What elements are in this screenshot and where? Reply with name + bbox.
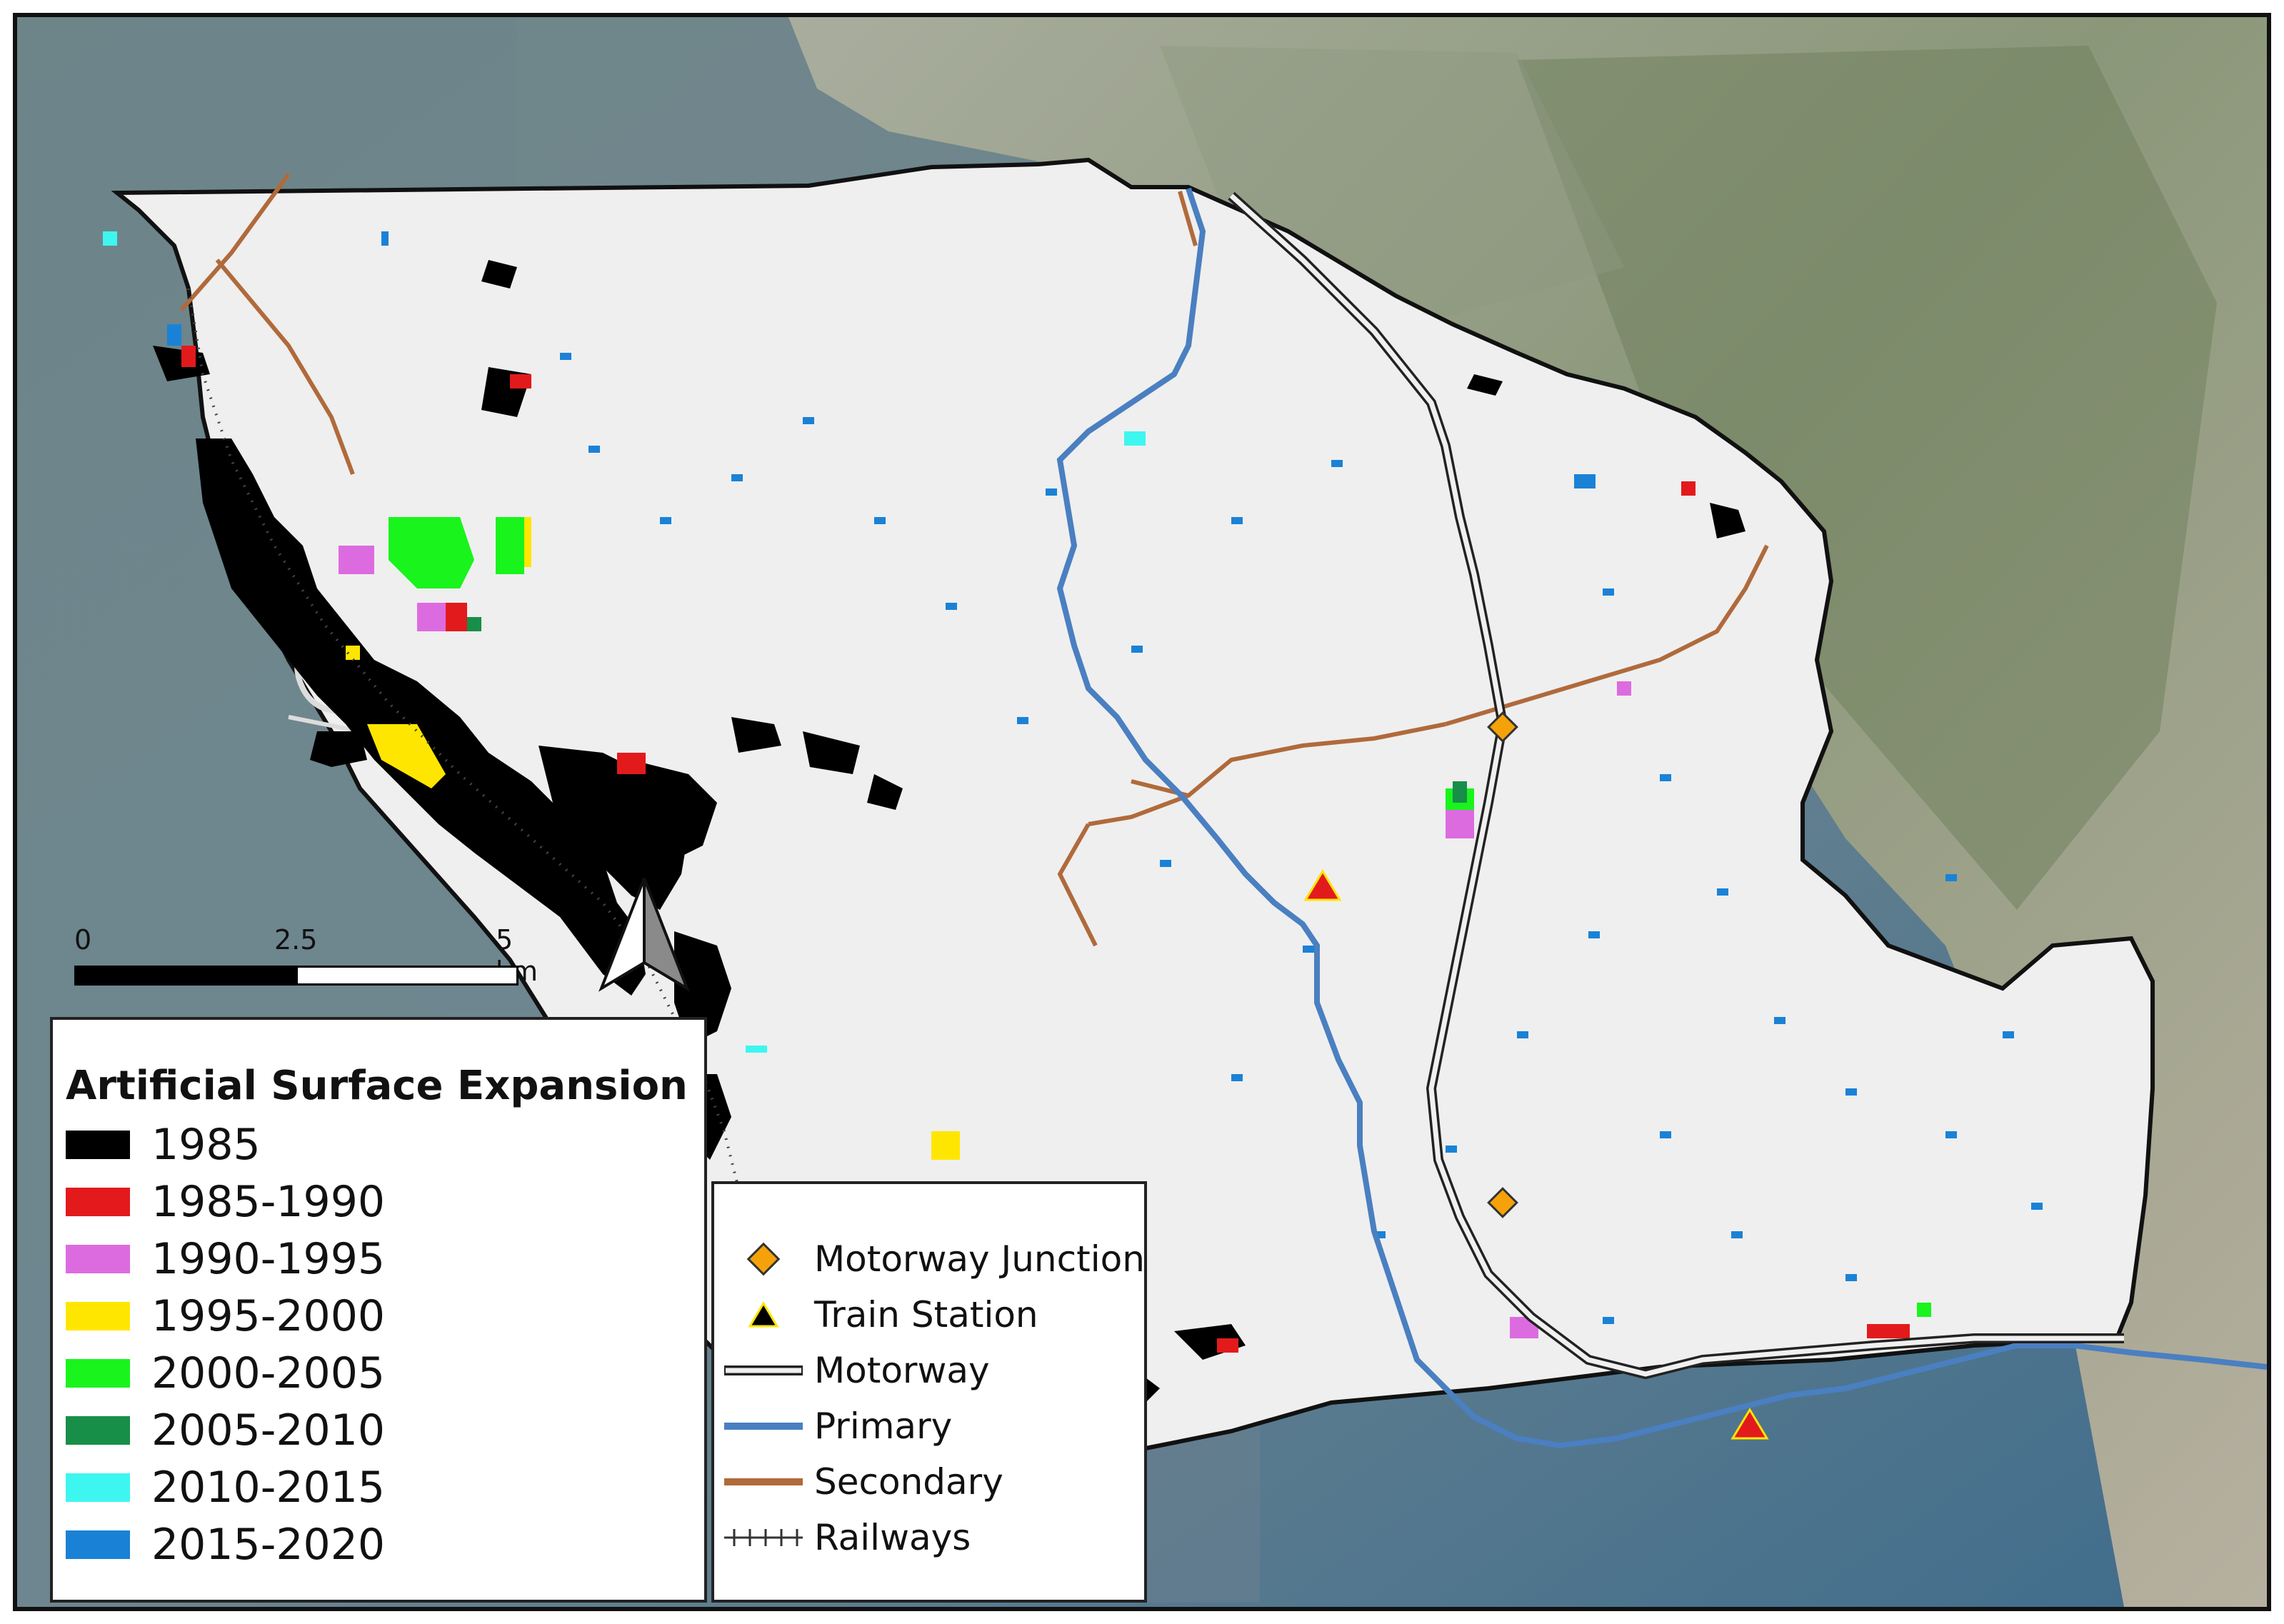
scale-bar-white-segment (296, 966, 519, 986)
line-icon (724, 1423, 803, 1430)
legend-label: 2015-2020 (151, 1520, 386, 1570)
double-line-icon (724, 1365, 803, 1375)
legend-swatch (66, 1473, 130, 1502)
legend-label: Primary (814, 1405, 953, 1447)
map-frame: 0 2.5 5 km Artificial Surface Expansion … (13, 13, 2271, 1611)
motorway-junction-icon (1487, 711, 1518, 743)
legend-item-railways: Railways (724, 1513, 971, 1563)
legend-label: Railways (814, 1517, 971, 1558)
legend-label: 1985-1990 (151, 1177, 386, 1227)
motorway-inner (1229, 194, 2124, 1377)
legend-label: 1985 (151, 1120, 261, 1170)
urban-1985-1990-patches (181, 346, 1910, 1431)
legend-item-train-station: Train Station (724, 1290, 1038, 1340)
scale-bar: 0 2.5 5 km (74, 924, 539, 996)
north-arrow-icon (598, 878, 690, 992)
legend-label: Motorway (814, 1350, 990, 1391)
land-forest-texture (1517, 46, 2217, 910)
scale-label-0: 0 (74, 924, 92, 956)
train-station-icon (1730, 1408, 1769, 1440)
legend-label: Motorway Junction (814, 1238, 1145, 1280)
legend-label: Secondary (814, 1461, 1003, 1503)
legend-label: 2010-2015 (151, 1463, 386, 1513)
secondary-roads (179, 173, 1769, 947)
legend-swatch (66, 1188, 130, 1216)
legend-label: Train Station (814, 1294, 1038, 1335)
motorway-junction-icon (1487, 1187, 1518, 1218)
urban-2005-2010-patches (467, 617, 1467, 803)
legend-item-primary: Primary (724, 1401, 952, 1451)
legend-swatch (66, 1245, 130, 1273)
line-icon (724, 1478, 803, 1485)
legend-label: 2005-2010 (151, 1405, 386, 1455)
railway-icon (724, 1529, 803, 1546)
legend-swatch (66, 1131, 130, 1159)
legend-swatch (66, 1359, 130, 1388)
artificial-surface-legend: Artificial Surface Expansion 1985 1985-1… (50, 1017, 707, 1603)
urban-2015-2020-patches (167, 231, 2043, 1324)
legend-label: 1995-2000 (151, 1291, 386, 1341)
scale-label-2-5: 2.5 (274, 924, 318, 956)
legend-item-2000-2005: 2000-2005 (66, 1348, 385, 1398)
legend-item-2015-2020: 2015-2020 (66, 1520, 385, 1570)
legend-item-2010-2015: 2010-2015 (66, 1463, 385, 1513)
diamond-icon (746, 1242, 781, 1276)
legend-item-secondary: Secondary (724, 1457, 1003, 1507)
legend-label: 2000-2005 (151, 1348, 386, 1398)
legend-title: Artificial Surface Expansion (66, 1063, 688, 1109)
legend-item-1995-2000: 1995-2000 (66, 1291, 385, 1341)
legend-item-motorway-junction: Motorway Junction (724, 1234, 1145, 1284)
urban-1990-1995-patches (339, 546, 1631, 1338)
legend-item-1985: 1985 (66, 1120, 261, 1170)
legend-swatch (66, 1416, 130, 1445)
scale-bar-black-segment (74, 966, 296, 986)
legend-swatch (66, 1302, 130, 1330)
legend-item-2005-2010: 2005-2010 (66, 1405, 385, 1455)
primary-road (1056, 187, 2267, 1449)
harbour-pier (288, 715, 361, 733)
train-station-icon (1303, 869, 1342, 901)
legend-label: 1990-1995 (151, 1234, 386, 1284)
triangle-icon (748, 1301, 779, 1328)
legend-item-1985-1990: 1985-1990 (66, 1177, 385, 1227)
legend-item-motorway: Motorway (724, 1345, 990, 1395)
network-legend: Motorway Junction Train Station Motorway… (711, 1181, 1147, 1603)
legend-item-1990-1995: 1990-1995 (66, 1234, 385, 1284)
legend-swatch (66, 1530, 130, 1559)
